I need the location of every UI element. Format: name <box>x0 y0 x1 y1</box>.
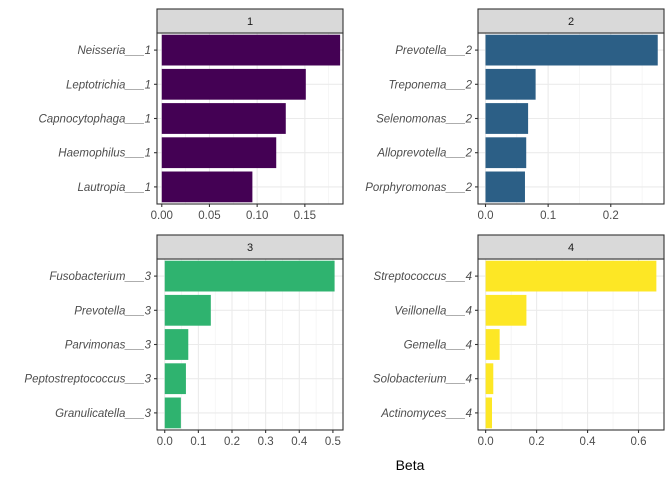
y-tick-label: Neisseria___1 <box>77 45 151 57</box>
y-tick-label: Leptotrichia___1 <box>66 79 151 91</box>
bar-Alloprevotella___2 <box>485 137 527 169</box>
bar-Capnocytophaga___1 <box>161 103 286 134</box>
x-tick-label: 0.1 <box>540 210 556 222</box>
bar-Actinomyces___4 <box>485 397 493 429</box>
y-tick-label: Gemella___4 <box>404 340 472 352</box>
panel-2-strip-label: 2 <box>568 16 574 28</box>
x-tick-label: 0.00 <box>151 210 173 222</box>
panel-4-strip <box>477 234 665 260</box>
bar-Treponema___2 <box>485 68 536 100</box>
bar-Solobacterium___4 <box>485 363 494 395</box>
panel-1-strip-label: 1 <box>247 16 253 28</box>
y-tick-label: Parvimonas___3 <box>65 340 152 352</box>
bar-Peptostreptococcus___3 <box>164 363 186 395</box>
y-tick-label: Lautropia___1 <box>77 182 151 194</box>
bar-Prevotella___2 <box>485 34 658 66</box>
bar-Streptococcus___4 <box>485 260 657 292</box>
x-tick-label: 0.0 <box>478 210 494 222</box>
bar-Veillonella___4 <box>485 294 527 326</box>
bar-Fusobacterium___3 <box>164 260 335 292</box>
bar-Leptotrichia___1 <box>161 68 306 100</box>
panel-2-strip <box>477 8 665 34</box>
x-tick-label: 0.0 <box>478 436 494 448</box>
panel-3-strip-label: 3 <box>247 242 253 254</box>
bar-Neisseria___1 <box>161 34 341 66</box>
y-tick-label: Haemophilus___1 <box>58 148 151 160</box>
y-tick-label: Alloprevotella___2 <box>376 148 472 160</box>
y-tick-label: Granulicatella___3 <box>55 408 152 420</box>
x-tick-label: 0.1 <box>190 436 206 448</box>
bar-Selenomonas___2 <box>485 103 529 134</box>
panel-4-strip-label: 4 <box>568 242 574 254</box>
x-tick-label: 0.05 <box>198 210 220 222</box>
y-tick-label: Treponema___2 <box>388 79 472 91</box>
x-tick-label: 0.2 <box>603 210 619 222</box>
x-tick-label: 0.6 <box>631 436 647 448</box>
y-tick-label: Peptostreptococcus___3 <box>24 374 151 386</box>
bar-Lautropia___1 <box>161 171 253 203</box>
y-tick-label: Prevotella___2 <box>395 45 472 57</box>
y-tick-label: Porphyromonas___2 <box>365 182 472 194</box>
x-tick-label: 0.3 <box>258 436 274 448</box>
y-tick-label: Veillonella___4 <box>394 305 472 317</box>
y-tick-label: Capnocytophaga___1 <box>38 114 151 126</box>
bar-Parvimonas___3 <box>164 329 189 360</box>
x-tick-label: 0.2 <box>224 436 240 448</box>
bar-Prevotella___3 <box>164 294 211 326</box>
panel-3-strip <box>156 234 344 260</box>
y-tick-label: Streptococcus___4 <box>374 271 472 283</box>
panel-1-strip <box>156 8 344 34</box>
x-tick-label: 0.2 <box>529 436 545 448</box>
y-tick-label: Selenomonas___2 <box>376 114 473 126</box>
y-tick-label: Prevotella___3 <box>74 305 151 317</box>
x-tick-label: 0.5 <box>325 436 341 448</box>
x-axis-title: Beta <box>396 457 425 473</box>
bar-Gemella___4 <box>485 329 500 360</box>
y-tick-label: Actinomyces___4 <box>380 408 472 420</box>
y-tick-label: Fusobacterium___3 <box>49 271 151 283</box>
bar-Granulicatella___3 <box>164 397 181 429</box>
x-tick-label: 0.4 <box>580 436 597 448</box>
bar-Porphyromonas___2 <box>485 171 525 203</box>
y-tick-label: Solobacterium___4 <box>373 374 472 386</box>
bar-Haemophilus___1 <box>161 137 277 169</box>
x-tick-label: 0.10 <box>246 210 268 222</box>
x-tick-label: 0.4 <box>291 436 308 448</box>
x-tick-label: 0.0 <box>157 436 173 448</box>
x-tick-label: 0.15 <box>294 210 316 222</box>
